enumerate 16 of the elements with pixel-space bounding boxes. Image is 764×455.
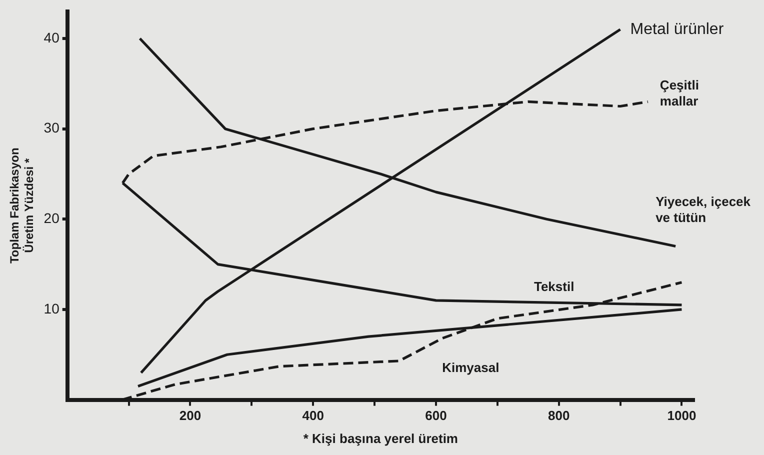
- y-axis-title: Toplam Fabrikasyon Üretim Yüzdesi *: [8, 148, 36, 264]
- x-tick-label: 800: [548, 408, 570, 424]
- y-tick-label: 10: [44, 300, 60, 316]
- y-tick-label: 40: [44, 29, 60, 46]
- x-tick-label: 400: [302, 408, 324, 424]
- y-tick-label: 20: [44, 210, 60, 226]
- series-label: Yiyecek, içecek ve tütün: [656, 194, 752, 225]
- y-tick-label: 30: [44, 120, 60, 136]
- x-axis-title: * Kişi başına yerel üretim: [303, 430, 458, 446]
- x-tick-label: 1000: [667, 408, 696, 424]
- series-label: Tekstil: [534, 279, 574, 294]
- series-label: Çeşitli mallar: [660, 77, 699, 108]
- x-tick-label: 200: [179, 408, 202, 424]
- series-label: Metal ürünler: [630, 20, 724, 38]
- x-tick-label: 600: [425, 408, 447, 424]
- series-label: Kimyasal: [442, 360, 500, 375]
